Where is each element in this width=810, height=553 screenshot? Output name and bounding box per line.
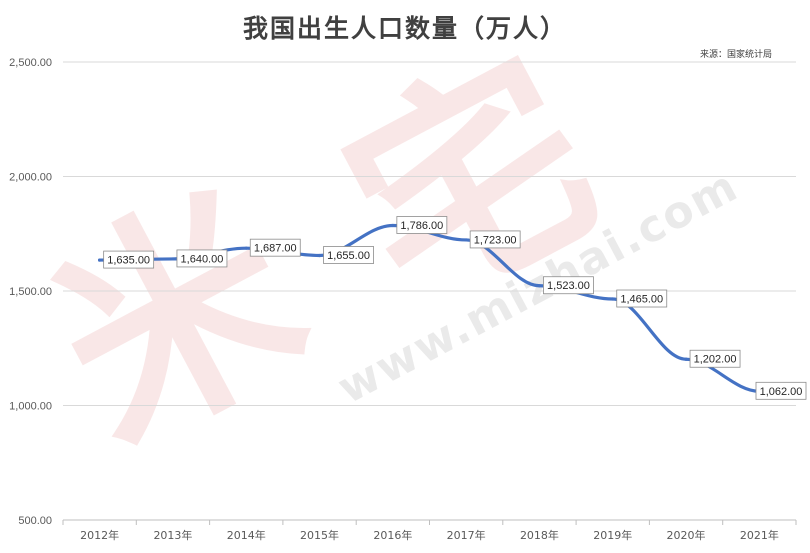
x-tick-label: 2015年 xyxy=(300,528,339,542)
x-tick-label: 2019年 xyxy=(593,528,632,542)
data-label-box xyxy=(176,249,228,268)
data-point xyxy=(537,284,542,288)
data-label: 1,635.00 xyxy=(107,255,150,267)
data-label-box xyxy=(103,250,155,269)
chart-source: 来源：国家统计局 xyxy=(700,48,772,60)
data-label: 1,723.00 xyxy=(474,234,517,246)
data-label: 1,640.00 xyxy=(181,253,224,265)
x-tick-label: 2017年 xyxy=(447,528,486,542)
data-label: 1,523.00 xyxy=(547,280,590,292)
data-point xyxy=(317,253,322,258)
data-label-box xyxy=(249,238,301,257)
data-label-box xyxy=(323,246,374,264)
data-label: 1,786.00 xyxy=(400,220,443,232)
y-tick-label: 2,500.00 xyxy=(9,57,52,69)
data-label-box xyxy=(755,381,807,400)
data-label: 1,202.00 xyxy=(694,354,737,366)
data-point xyxy=(464,238,468,242)
data-point xyxy=(611,297,615,301)
data-label-box xyxy=(469,230,521,249)
watermark-glyph: 米 xyxy=(14,149,342,493)
x-tick-label: 2020年 xyxy=(667,528,706,542)
data-label: 1,062.00 xyxy=(760,386,803,398)
data-label: 1,687.00 xyxy=(254,243,297,255)
x-tick-label: 2014年 xyxy=(227,528,266,542)
data-point xyxy=(684,357,688,361)
x-tick-label: 2021年 xyxy=(740,528,779,542)
y-axis: 500.00 1,000.00 1,500.00 2,000.00 2,500.00 xyxy=(9,57,52,527)
data-point xyxy=(171,257,175,261)
data-labels: 1,635.00 1,640.00 1,687.00 1,655.00 1,786.00… xyxy=(103,216,807,400)
x-tick-label: 2018年 xyxy=(520,528,559,542)
gridlines xyxy=(63,61,796,521)
y-tick-label: 500.00 xyxy=(18,515,52,527)
x-tick-label: 2012年 xyxy=(80,528,119,542)
data-label-box xyxy=(396,216,448,234)
y-tick-label: 1,000.00 xyxy=(9,401,52,413)
y-tick-label: 2,000.00 xyxy=(9,172,52,184)
data-label: 1,465.00 xyxy=(620,294,663,306)
x-tick-label: 2016年 xyxy=(373,528,412,542)
y-tick-label: 1,500.00 xyxy=(9,286,52,298)
data-label-box xyxy=(616,289,668,308)
data-point xyxy=(391,223,395,228)
chart-title: 我国出生人口数量（万人） xyxy=(243,14,567,43)
data-label-box xyxy=(543,276,594,295)
data-label: 1,655.00 xyxy=(327,250,370,262)
data-label-box xyxy=(689,349,741,368)
x-tick-label: 2013年 xyxy=(153,528,192,542)
x-axis: 2012年 2013年 2014年 2015年 2016年 2017年 2018年 2019年… xyxy=(62,520,797,542)
data-point xyxy=(244,246,248,250)
data-point xyxy=(98,258,102,262)
